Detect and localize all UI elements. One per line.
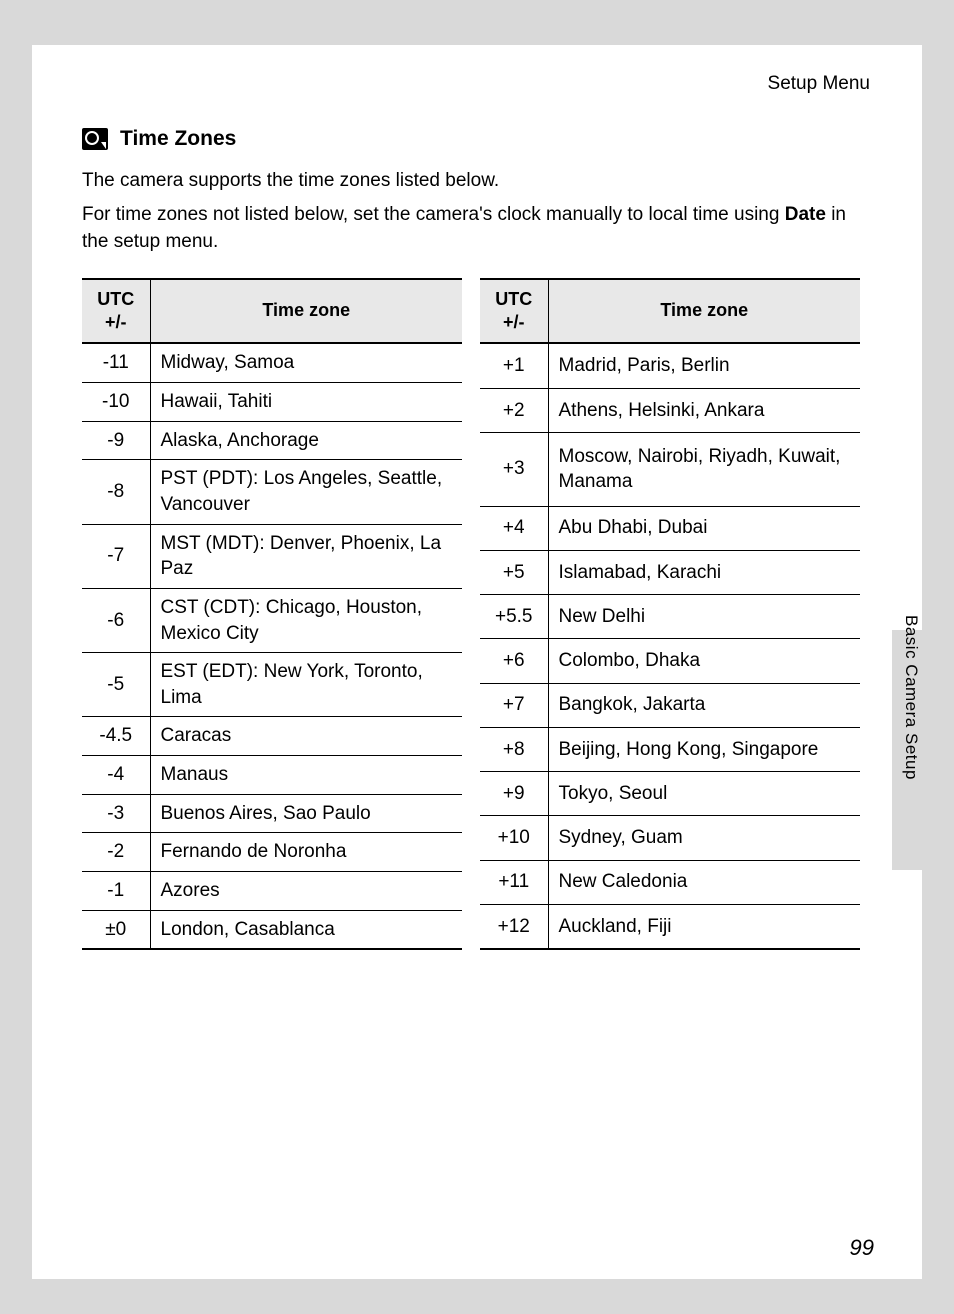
table-row: -10Hawaii, Tahiti — [82, 383, 462, 422]
table-row: +4Abu Dhabi, Dubai — [480, 506, 860, 550]
utc-cell: +4 — [480, 506, 548, 550]
zone-cell: EST (EDT): New York, Toronto, Lima — [150, 653, 462, 717]
table-row: ±0London, Casablanca — [82, 910, 462, 949]
zone-cell: Fernando de Noronha — [150, 833, 462, 872]
utc-cell: -9 — [82, 421, 150, 460]
intro-line-1: The camera supports the time zones liste… — [82, 167, 872, 195]
intro-line-2a: For time zones not listed below, set the… — [82, 204, 785, 225]
zone-cell: CST (CDT): Chicago, Houston, Mexico City — [150, 588, 462, 652]
col-header-zone: Time zone — [548, 279, 860, 344]
table-row: +1Madrid, Paris, Berlin — [480, 343, 860, 388]
col-header-utc: UTC +/- — [480, 279, 548, 344]
intro-text: The camera supports the time zones liste… — [82, 167, 872, 256]
utc-cell: -4 — [82, 756, 150, 795]
table-row: -9Alaska, Anchorage — [82, 421, 462, 460]
zone-cell: Athens, Helsinki, Ankara — [548, 388, 860, 432]
zone-cell: Alaska, Anchorage — [150, 421, 462, 460]
utc-cell: +7 — [480, 683, 548, 727]
zone-cell: Bangkok, Jakarta — [548, 683, 860, 727]
zone-cell: London, Casablanca — [150, 910, 462, 949]
table-row: +10Sydney, Guam — [480, 816, 860, 860]
utc-cell: +8 — [480, 727, 548, 771]
zone-cell: Caracas — [150, 717, 462, 756]
section-heading: Time Zones — [82, 127, 872, 151]
utc-cell: -8 — [82, 460, 150, 524]
zone-cell: Azores — [150, 872, 462, 911]
page-number: 99 — [850, 1235, 874, 1261]
zone-cell: MST (MDT): Denver, Phoenix, La Paz — [150, 524, 462, 588]
table-row: +5.5New Delhi — [480, 595, 860, 639]
table-row: -8PST (PDT): Los Angeles, Seattle, Vanco… — [82, 460, 462, 524]
breadcrumb: Setup Menu — [82, 73, 872, 95]
timezone-table-left: UTC +/- Time zone -11Midway, Samoa-10Haw… — [82, 278, 462, 951]
utc-cell: +1 — [480, 343, 548, 388]
col-header-zone: Time zone — [150, 279, 462, 344]
zone-cell: Midway, Samoa — [150, 343, 462, 382]
zone-cell: Islamabad, Karachi — [548, 550, 860, 594]
table-row: +7Bangkok, Jakarta — [480, 683, 860, 727]
table-row: -11Midway, Samoa — [82, 343, 462, 382]
zone-cell: Sydney, Guam — [548, 816, 860, 860]
side-section-label: Basic Camera Setup — [901, 615, 921, 780]
table-row: +3Moscow, Nairobi, Riyadh, Kuwait, Manam… — [480, 433, 860, 507]
table-row: +12Auckland, Fiji — [480, 904, 860, 949]
utc-cell: -10 — [82, 383, 150, 422]
zone-cell: Buenos Aires, Sao Paulo — [150, 794, 462, 833]
utc-cell: -6 — [82, 588, 150, 652]
utc-cell: -3 — [82, 794, 150, 833]
table-row: -2Fernando de Noronha — [82, 833, 462, 872]
timezone-tables: UTC +/- Time zone -11Midway, Samoa-10Haw… — [82, 278, 872, 951]
utc-cell: +3 — [480, 433, 548, 507]
utc-cell: ±0 — [82, 910, 150, 949]
zone-cell: Hawaii, Tahiti — [150, 383, 462, 422]
utc-cell: -2 — [82, 833, 150, 872]
table-row: -5EST (EDT): New York, Toronto, Lima — [82, 653, 462, 717]
zone-cell: Tokyo, Seoul — [548, 772, 860, 816]
zone-cell: Auckland, Fiji — [548, 904, 860, 949]
intro-line-2: For time zones not listed below, set the… — [82, 201, 872, 256]
table-row: -4.5Caracas — [82, 717, 462, 756]
zone-cell: Moscow, Nairobi, Riyadh, Kuwait, Manama — [548, 433, 860, 507]
section-title: Time Zones — [120, 127, 236, 151]
zone-cell: Abu Dhabi, Dubai — [548, 506, 860, 550]
table-row: -1Azores — [82, 872, 462, 911]
zone-cell: Beijing, Hong Kong, Singapore — [548, 727, 860, 771]
table-row: -3Buenos Aires, Sao Paulo — [82, 794, 462, 833]
table-row: +5Islamabad, Karachi — [480, 550, 860, 594]
zone-cell: PST (PDT): Los Angeles, Seattle, Vancouv… — [150, 460, 462, 524]
utc-cell: +9 — [480, 772, 548, 816]
utc-cell: +2 — [480, 388, 548, 432]
zone-cell: Madrid, Paris, Berlin — [548, 343, 860, 388]
table-row: +9Tokyo, Seoul — [480, 772, 860, 816]
table-row: +6Colombo, Dhaka — [480, 639, 860, 683]
table-row: +8Beijing, Hong Kong, Singapore — [480, 727, 860, 771]
utc-cell: +11 — [480, 860, 548, 904]
utc-cell: +5.5 — [480, 595, 548, 639]
utc-cell: -1 — [82, 872, 150, 911]
col-header-utc: UTC +/- — [82, 279, 150, 344]
utc-cell: +10 — [480, 816, 548, 860]
utc-cell: +5 — [480, 550, 548, 594]
utc-cell: -7 — [82, 524, 150, 588]
zone-cell: Colombo, Dhaka — [548, 639, 860, 683]
table-row: -6CST (CDT): Chicago, Houston, Mexico Ci… — [82, 588, 462, 652]
zone-cell: Manaus — [150, 756, 462, 795]
manual-page: Setup Menu Time Zones The camera support… — [32, 45, 922, 1279]
timezone-table-right: UTC +/- Time zone +1Madrid, Paris, Berli… — [480, 278, 860, 951]
table-row: -4Manaus — [82, 756, 462, 795]
utc-cell: -5 — [82, 653, 150, 717]
utc-cell: +6 — [480, 639, 548, 683]
wrench-icon — [82, 128, 108, 150]
table-row: +2Athens, Helsinki, Ankara — [480, 388, 860, 432]
zone-cell: New Delhi — [548, 595, 860, 639]
utc-cell: -4.5 — [82, 717, 150, 756]
utc-cell: -11 — [82, 343, 150, 382]
intro-bold-date: Date — [785, 204, 826, 225]
table-row: +11New Caledonia — [480, 860, 860, 904]
table-row: -7MST (MDT): Denver, Phoenix, La Paz — [82, 524, 462, 588]
zone-cell: New Caledonia — [548, 860, 860, 904]
utc-cell: +12 — [480, 904, 548, 949]
